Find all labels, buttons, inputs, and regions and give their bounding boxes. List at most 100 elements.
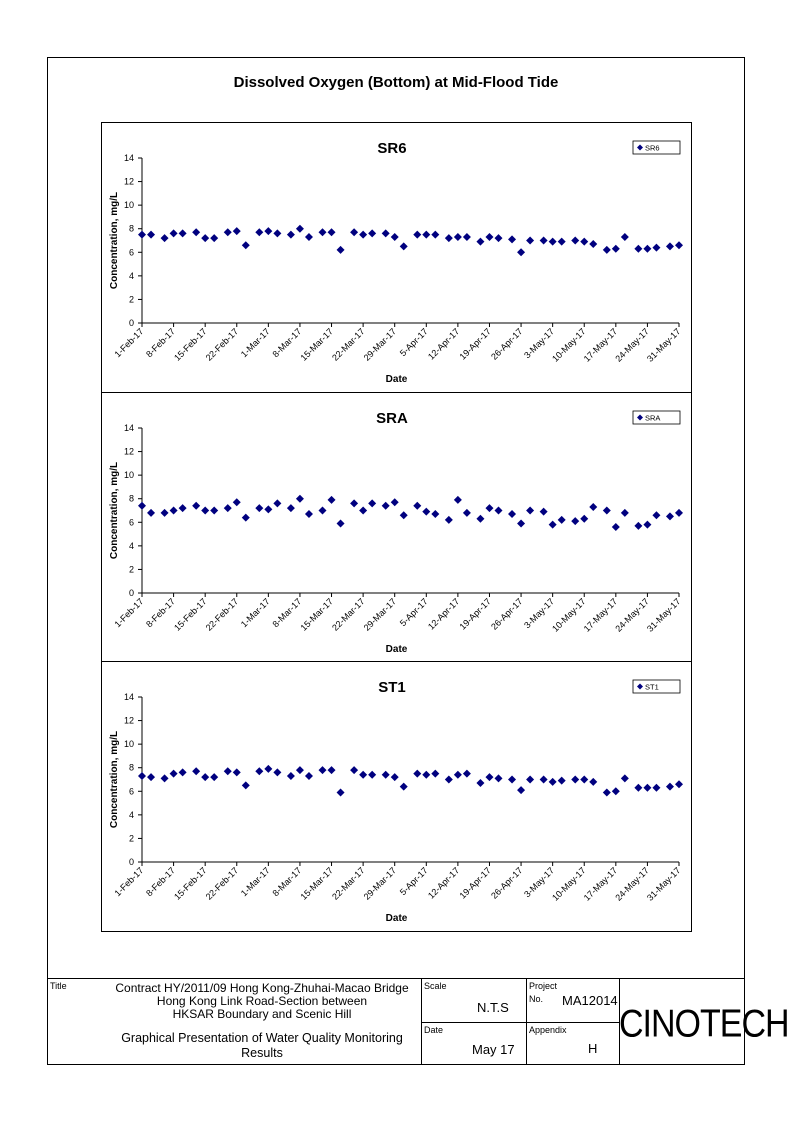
data-point (557, 515, 566, 524)
title-block-divider (421, 1022, 619, 1023)
data-point (304, 771, 313, 780)
data-point (643, 244, 652, 253)
data-point (571, 236, 580, 245)
x-tick-label: 8-Mar-17 (270, 326, 303, 359)
x-tick-label: 8-Mar-17 (270, 596, 303, 629)
data-point (422, 770, 431, 779)
project-no-value: MA12014 (562, 993, 618, 1008)
data-point (444, 515, 453, 524)
contract-title-line: HKSAR Boundary and Scenic Hill (172, 1007, 352, 1021)
x-tick-label: 12-Apr-17 (426, 326, 461, 361)
data-point (602, 788, 611, 797)
data-point (485, 504, 494, 513)
data-point (178, 768, 187, 777)
data-point (210, 234, 219, 243)
data-point (138, 501, 146, 510)
data-point (192, 767, 201, 776)
data-point (462, 232, 471, 241)
data-point (241, 781, 250, 790)
y-tick-label: 8 (129, 494, 134, 504)
data-point (444, 775, 453, 784)
legend-marker (637, 144, 643, 151)
x-tick-label: 5-Apr-17 (398, 596, 430, 628)
data-point (539, 507, 548, 516)
data-point (508, 510, 517, 519)
data-point (494, 506, 503, 515)
y-tick-label: 8 (129, 224, 134, 234)
data-point (494, 774, 503, 783)
project-no-label: No. (529, 994, 544, 1004)
data-point (273, 229, 282, 238)
date-label: Date (424, 1025, 444, 1035)
data-point (138, 771, 146, 780)
data-point (318, 766, 327, 775)
data-point (476, 779, 485, 788)
data-point (359, 230, 368, 239)
data-point (255, 228, 264, 237)
x-tick-label: 22-Mar-17 (330, 865, 366, 901)
legend-box (632, 679, 681, 694)
data-point (652, 511, 661, 520)
data-point (589, 777, 598, 786)
data-point (368, 499, 377, 508)
x-tick-label: 5-Apr-17 (398, 865, 430, 897)
data-point (422, 507, 431, 516)
data-point (223, 504, 232, 513)
appendix-label: Appendix (529, 1025, 567, 1035)
data-point (286, 771, 295, 780)
data-point (643, 783, 652, 792)
data-point (304, 232, 313, 241)
page-title: Dissolved Oxygen (Bottom) at Mid-Flood T… (233, 74, 559, 91)
data-point (620, 774, 629, 783)
data-point (318, 506, 327, 515)
data-point (295, 494, 304, 503)
y-tick-label: 4 (129, 810, 134, 820)
x-tick-label: 26-Apr-17 (489, 865, 524, 900)
chart-legend: ST1 (632, 679, 681, 694)
data-point (665, 782, 674, 791)
data-point (201, 234, 210, 243)
data-point (602, 506, 611, 515)
data-point (571, 517, 580, 526)
x-tick-label: 19-Apr-17 (458, 596, 493, 631)
data-point (413, 769, 422, 778)
data-point (453, 770, 462, 779)
data-point (201, 506, 210, 515)
chart-svg-sra: SRA024681012141-Feb-178-Feb-1715-Feb-172… (109, 410, 683, 655)
project-label: Project (529, 981, 558, 991)
data-point (399, 242, 408, 251)
data-point (675, 508, 683, 517)
data-point (665, 242, 674, 251)
contract-title-line: Hong Kong Link Road-Section between (156, 994, 368, 1008)
data-point (652, 243, 661, 252)
x-tick-label: 15-Feb-17 (172, 596, 208, 632)
x-tick-label: 12-Apr-17 (426, 596, 461, 631)
y-tick-label: 6 (129, 786, 134, 796)
x-tick-label: 31-May-17 (645, 596, 682, 633)
y-tick-label: 10 (124, 739, 134, 749)
data-point (602, 245, 611, 254)
data-point (241, 513, 250, 522)
data-point (147, 230, 156, 239)
x-axis-label: Date (386, 644, 408, 655)
data-point (336, 519, 345, 528)
data-point (665, 512, 674, 521)
data-point (508, 775, 517, 784)
data-point (517, 786, 526, 795)
legend-marker (637, 683, 643, 690)
data-point (223, 767, 232, 776)
x-tick-label: 31-May-17 (645, 326, 682, 363)
chart-legend: SR6 (632, 140, 681, 155)
data-point (462, 508, 471, 517)
data-point (201, 773, 210, 782)
data-point (517, 519, 526, 528)
data-point (675, 780, 683, 789)
chart-panel-sr6: SR6 0 2 4 6 8 10 12 14 1-Feb-17 8-Feb-17 15-Feb-17 2… (102, 123, 691, 392)
data-point (390, 232, 399, 241)
x-tick-label: 8-Feb-17 (144, 596, 177, 629)
data-point (273, 768, 282, 777)
drawing-subtitle-line: Graphical Presentation of Water Quality … (121, 1031, 403, 1045)
chart-legend: SRA (632, 410, 681, 425)
data-point (634, 244, 643, 253)
y-axis-label: Concentration, mg/L (109, 731, 120, 828)
